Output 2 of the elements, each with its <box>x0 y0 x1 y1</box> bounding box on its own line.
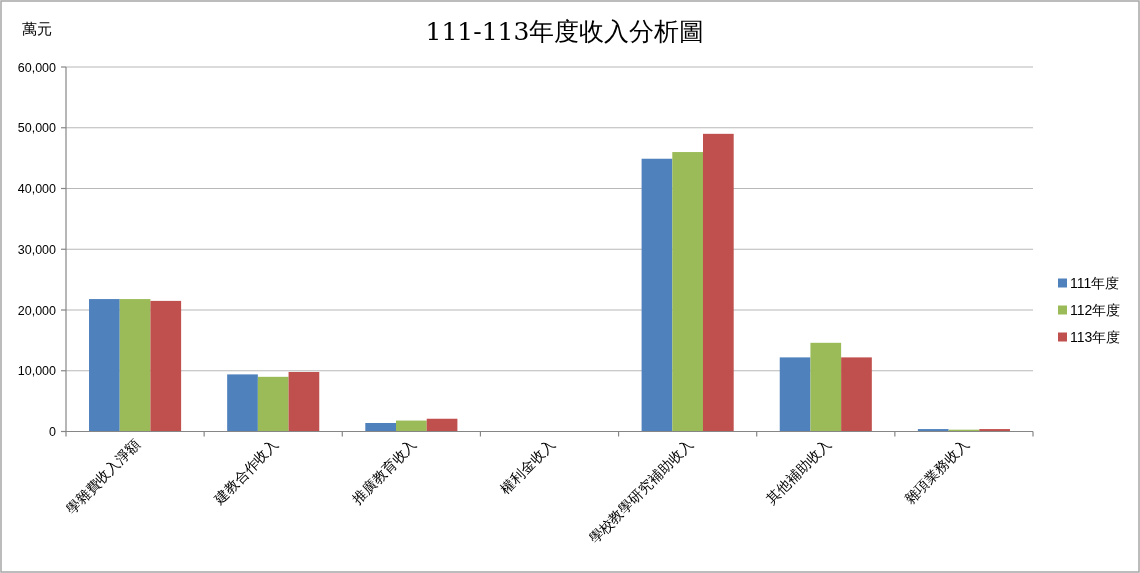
title: 111-113年度收入分析圖 <box>425 17 705 46</box>
ylabel: 萬元 <box>22 20 52 37</box>
